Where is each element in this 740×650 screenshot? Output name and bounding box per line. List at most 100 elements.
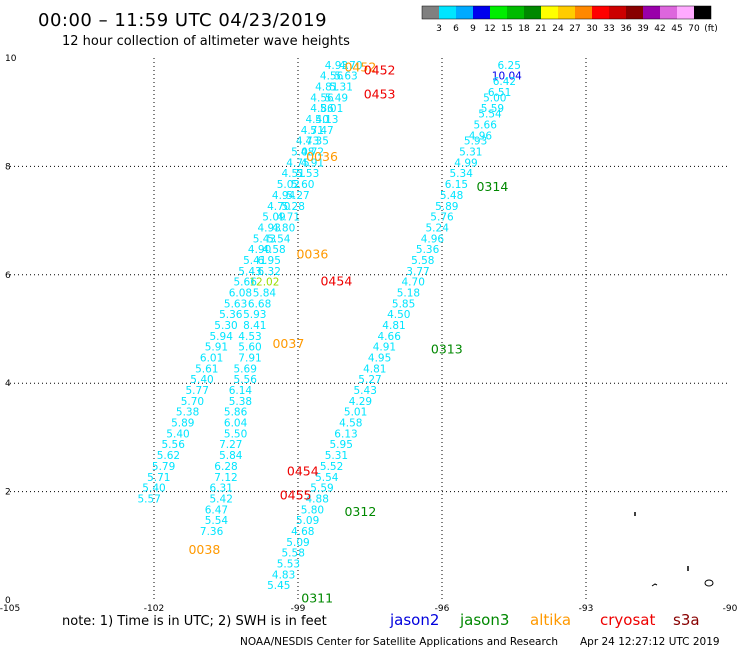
map-grid [10,58,730,600]
wave-height-value: 5.40 [142,483,165,495]
pass-time-label: 0036 [296,247,328,262]
wave-height-value: 6.25 [498,60,521,72]
wave-height-value: 5.31 [330,82,353,94]
wave-height-value: 5.54 [478,109,502,121]
colorbar-swatch [575,6,592,19]
wave-height-value: 6.14 [229,385,253,397]
wave-height-value: 5.13 [315,114,338,126]
colorbar-swatch [677,6,694,19]
wave-height-value: 4.94 [272,190,296,202]
mission-legend: jason2 jason3 altika cryosat s3a [389,611,700,629]
wave-height-value: 5.86 [224,407,248,419]
wave-height-value: 5.01 [320,103,343,115]
wave-height-value: 5.59 [310,483,333,495]
wave-height-value: 5.60 [238,342,261,354]
wave-height-value: 5.49 [325,92,348,104]
y-tick-label: 4 [5,379,11,389]
wave-height-value: 5.69 [234,363,257,375]
pass-time-label: 0453 [364,87,396,102]
wave-height-value: 5.95 [330,439,353,451]
colorbar-label: 45 [671,24,682,34]
pass-time-label: 0454 [287,463,319,478]
colorbar-label: 15 [501,24,512,34]
wave-height-value: 6.31 [210,483,233,495]
wave-height-value: 5.38 [176,407,199,419]
pass-time-label: 0452 [364,62,396,77]
wave-height-value: 6.95 [258,255,281,267]
wave-height-value: 4.81 [363,363,386,375]
wave-height-value: 6.51 [488,87,511,99]
wave-height-value: 5.70 [181,396,204,408]
colorbar-label: 3 [436,24,442,34]
wave-height-value: 10.04 [492,71,522,83]
wave-height-value: 5.09 [286,537,309,549]
mission-jason3: jason3 [459,611,509,629]
y-tick-label: 2 [5,488,11,498]
colorbar-swatch [490,6,507,19]
wave-height-value: 5.34 [450,168,474,180]
chart-title: 00:00 – 11:59 UTC 04/23/2019 [38,10,327,31]
wave-height-value: 4.80 [272,222,295,234]
colorbar-swatch [609,6,626,19]
colorbar-swatch [694,6,711,19]
wave-height-value: 5.84 [219,450,243,462]
x-tick-label: -99 [291,604,306,614]
wave-height-value: 5.77 [186,385,209,397]
pass-time-label: 0314 [476,179,508,194]
wave-height-colorbar: 3 6 9 12 15 18 21 24 27 30 33 36 39 42 45 70 (ft) [421,5,718,34]
wave-height-value: 3.77 [406,266,429,278]
y-tick-label: 6 [5,271,11,281]
pass-time-label: 0454 [320,274,352,289]
pass-time-label: 0455 [280,488,312,503]
wave-height-value: 4.35 [306,136,329,148]
coastline-fragments [634,512,714,587]
wave-height-value: 4.68 [291,526,314,538]
wave-height-value: 4.71 [277,212,300,224]
wave-height-value: 5.28 [282,201,305,213]
wave-height-value: 5.60 [291,179,314,191]
wave-height-value: 4.29 [349,396,372,408]
colorbar-swatch [524,6,541,19]
wave-height-value: 5.80 [301,504,324,516]
wave-height-value: 7.12 [214,472,237,484]
island-outline [704,579,714,587]
wave-height-value: 5.27 [358,374,381,386]
wave-height-value: 5.43 [253,233,276,245]
wave-height-value: 5.62 [157,450,180,462]
wave-height-value: 4.96 [469,130,493,142]
colorbar-frame [421,5,712,20]
wave-height-value: 5.84 [253,287,277,299]
colorbar-swatch [592,6,609,19]
colorbar-label: 42 [654,24,665,34]
wave-height-value: 7.91 [238,353,261,365]
x-tick-label: -96 [435,604,450,614]
mission-s3a: s3a [673,611,700,629]
wave-height-value: 4.56 [310,92,334,104]
wave-height-value: 4.56 [320,71,344,83]
wave-height-value: 5.45 [267,580,290,592]
wave-height-value: 4.71 [301,125,324,137]
wave-height-value: 5.89 [171,418,194,430]
wave-height-value: 5.40 [166,428,189,440]
wave-height-value: 5.56 [234,374,258,386]
wave-height-value: 6.15 [445,179,468,191]
pass-time-label: 0452 [344,60,376,75]
pass-time-label: 0037 [272,336,304,351]
wave-height-value: 6.28 [214,461,237,473]
wave-height-value: 4.96 [421,233,445,245]
wave-height-value: 5.76 [430,212,454,224]
colorbar-swatch [422,6,439,19]
wave-height-value: 4.93 [325,60,348,72]
wave-height-value: 4.72 [301,147,324,159]
wave-height-value: 5.09 [296,515,319,527]
wave-height-value: 5.79 [152,461,175,473]
wave-height-value: 6.42 [493,76,516,88]
colorbar-swatch [473,6,490,19]
colorbar-swatch [643,6,660,19]
y-tick-label: 8 [5,162,11,172]
wave-height-value: 5.54 [205,515,229,527]
wave-height-value: 5.01 [344,407,367,419]
wave-height-value: 4.99 [454,157,477,169]
colorbar-label: 33 [603,24,614,34]
colorbar-label: 18 [518,24,530,34]
